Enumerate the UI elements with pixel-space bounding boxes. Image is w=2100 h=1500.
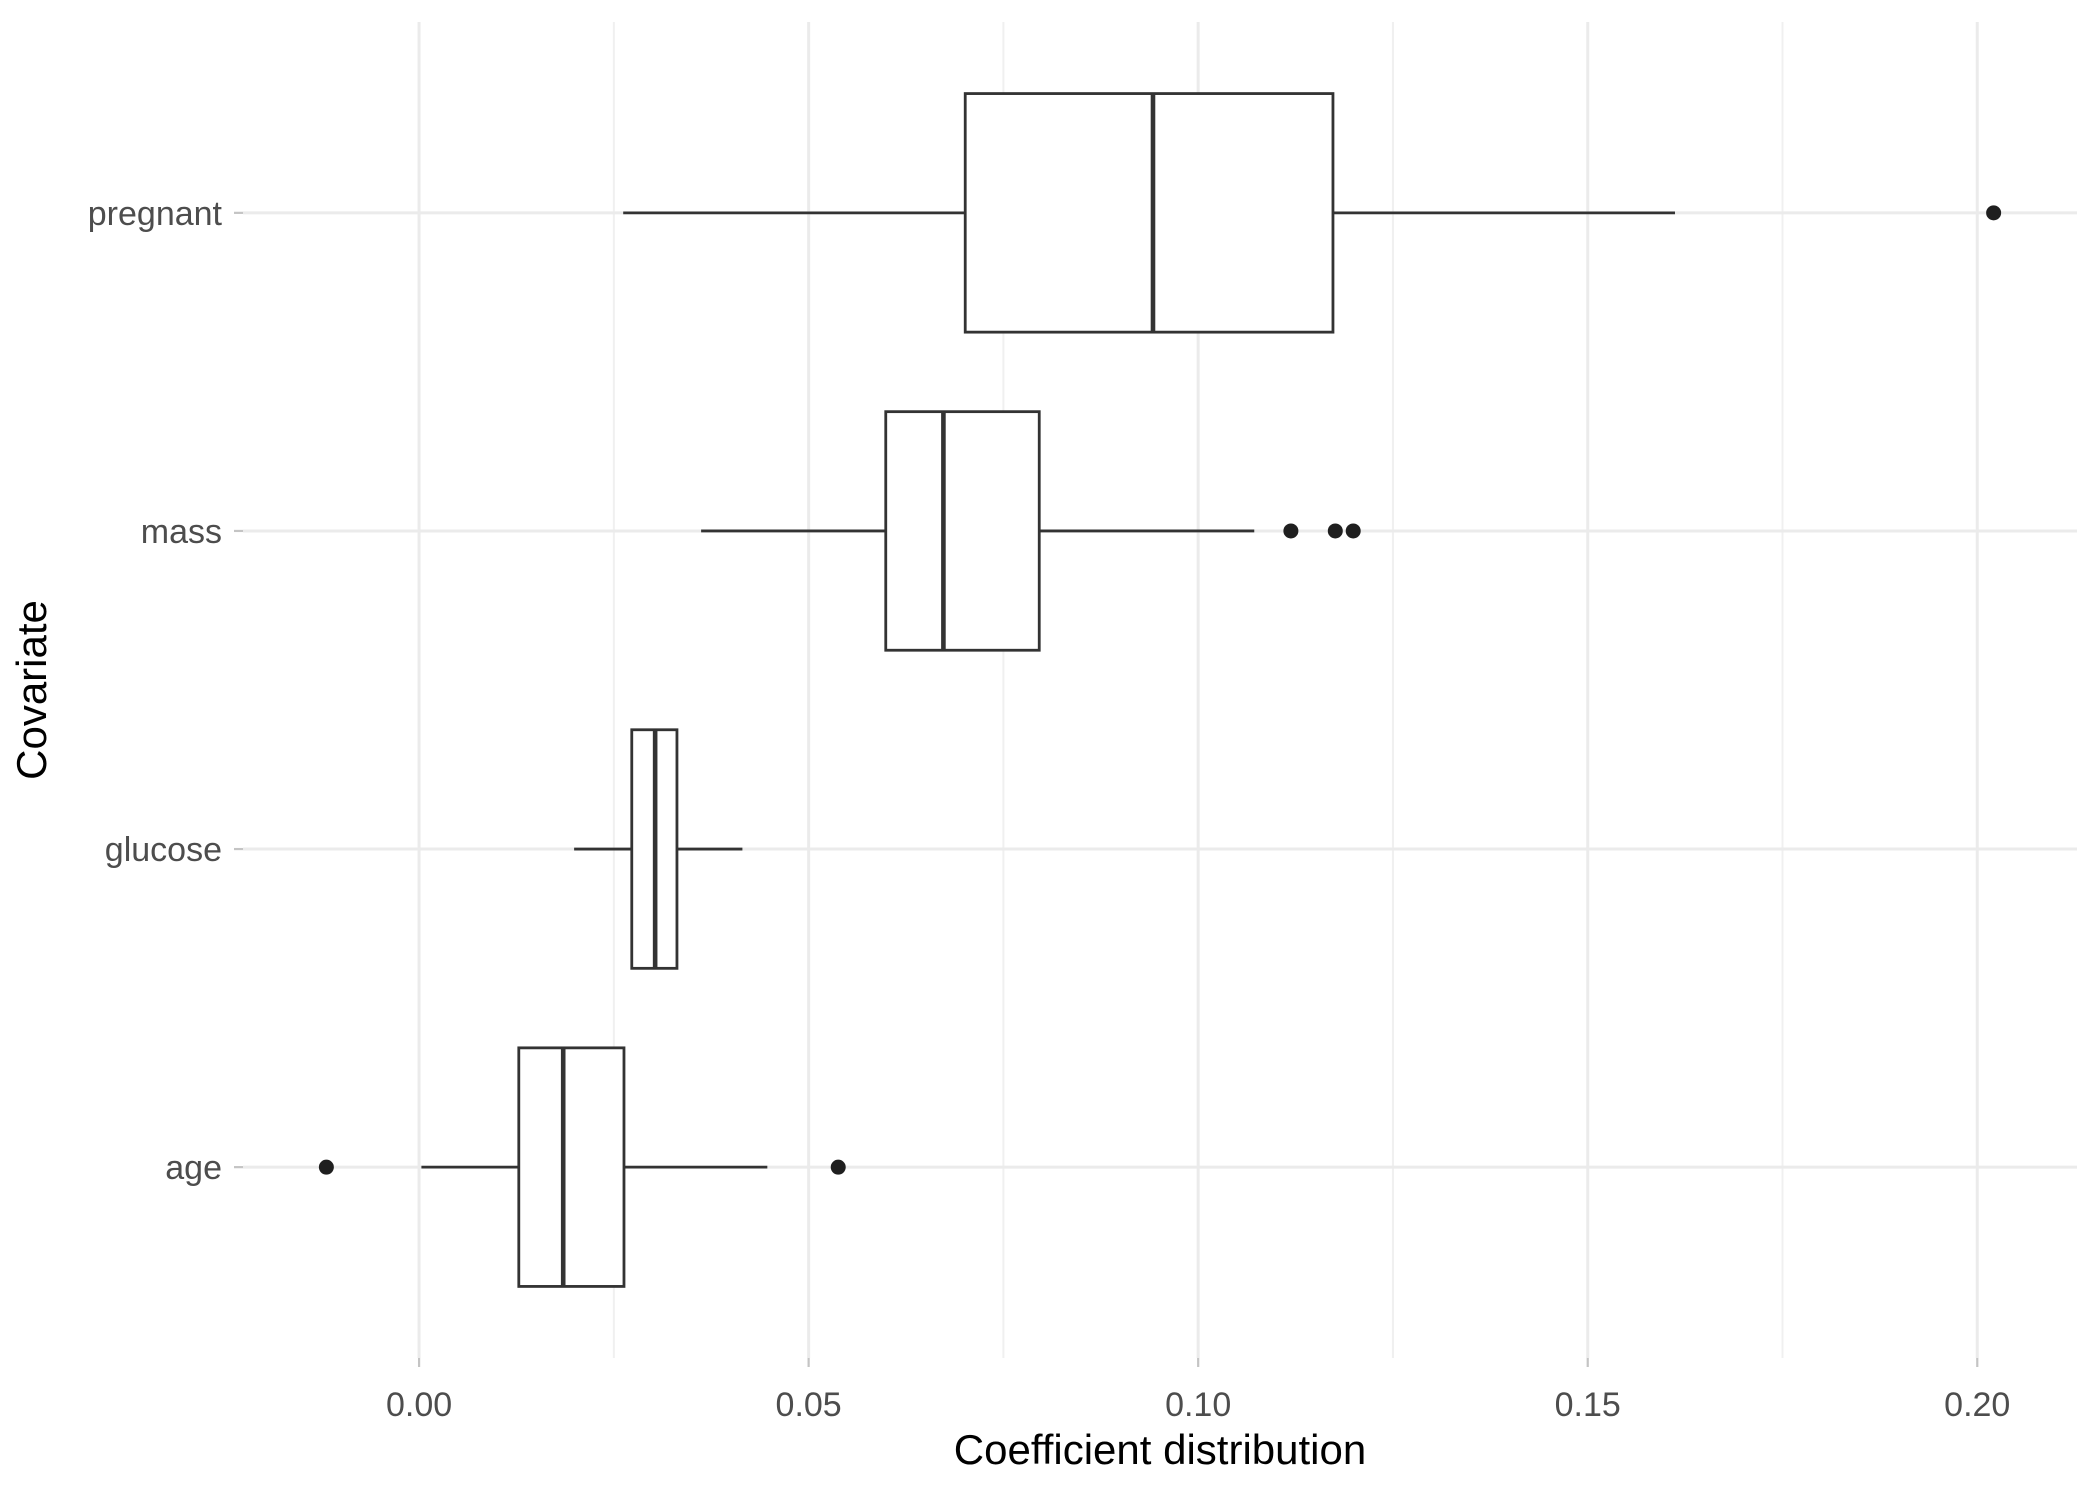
boxplot-pregnant bbox=[623, 92, 2002, 334]
x-tick-label: 0.20 bbox=[1944, 1386, 2010, 1424]
y-tick-label-age: age bbox=[165, 1149, 222, 1187]
y-tick-label-pregnant: pregnant bbox=[88, 195, 223, 233]
x-tick-label: 0.10 bbox=[1165, 1386, 1231, 1424]
outlier-point bbox=[1283, 523, 1299, 539]
outlier-point bbox=[1345, 523, 1361, 539]
y-tick-label-mass: mass bbox=[141, 513, 222, 551]
outlier-point bbox=[1986, 205, 2002, 221]
iqr-box bbox=[517, 1046, 626, 1288]
y-axis-title: Covariate bbox=[8, 600, 55, 780]
x-tick-label: 0.05 bbox=[776, 1386, 842, 1424]
iqr-box bbox=[963, 92, 1335, 334]
tick-marks-layer bbox=[234, 211, 1979, 1367]
iqr-box bbox=[884, 410, 1041, 652]
x-tick-label: 0.15 bbox=[1555, 1386, 1621, 1424]
grid-layer bbox=[243, 22, 2077, 1358]
x-axis-title: Coefficient distribution bbox=[954, 1426, 1366, 1473]
outlier-point bbox=[318, 1159, 334, 1175]
boxplot-mass bbox=[701, 410, 1361, 652]
boxplot-glucose bbox=[574, 728, 743, 970]
x-tick-label: 0.00 bbox=[386, 1386, 452, 1424]
boxplots-layer bbox=[318, 92, 2002, 1288]
y-tick-label-glucose: glucose bbox=[105, 831, 222, 869]
outlier-point bbox=[830, 1159, 846, 1175]
outlier-point bbox=[1327, 523, 1343, 539]
boxplot-age bbox=[318, 1046, 846, 1288]
axis-tick-labels-layer: pregnant mass glucose age 0.00 0.05 0.10 0.15 0.… bbox=[88, 195, 2011, 1424]
